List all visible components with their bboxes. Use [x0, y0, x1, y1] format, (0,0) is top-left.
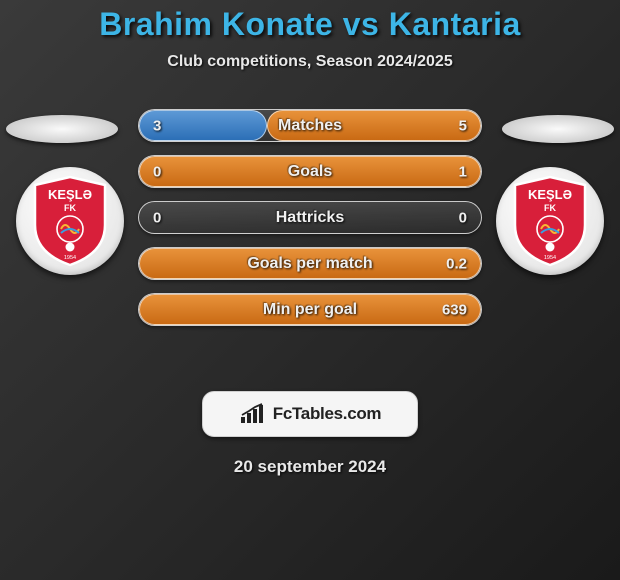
svg-text:FK: FK — [544, 203, 556, 213]
stat-label: Hattricks — [276, 209, 344, 227]
chart-icon — [239, 403, 267, 425]
player-right-avatar — [502, 115, 614, 143]
stat-bar: 0 0 Hattricks — [138, 201, 482, 234]
page-title: Brahim Konate vs Kantaria — [0, 6, 620, 43]
player-left-avatar — [6, 115, 118, 143]
stat-value-right: 639 — [442, 301, 467, 318]
subtitle: Club competitions, Season 2024/2025 — [0, 53, 620, 71]
comparison-stage: KEŞLƏ FK 1954 KEŞLƏ FK — [0, 109, 620, 369]
stat-value-left: 0 — [153, 209, 161, 226]
stat-bar: 0.2 Goals per match — [138, 247, 482, 280]
stat-label: Matches — [278, 117, 342, 135]
stat-bar: 639 Min per goal — [138, 293, 482, 326]
svg-text:KEŞLƏ: KEŞLƏ — [48, 187, 92, 202]
stat-value-left: 3 — [153, 117, 161, 134]
stat-value-right: 0.2 — [446, 255, 467, 272]
svg-text:FK: FK — [64, 203, 76, 213]
stat-value-right: 0 — [459, 209, 467, 226]
svg-text:KEŞLƏ: KEŞLƏ — [528, 187, 572, 202]
stat-label: Goals — [288, 163, 332, 181]
stat-value-left: 0 — [153, 163, 161, 180]
svg-text:1954: 1954 — [64, 255, 76, 261]
date-text: 20 september 2024 — [0, 457, 620, 477]
stat-value-right: 1 — [459, 163, 467, 180]
brand-badge[interactable]: FcTables.com — [202, 391, 418, 437]
club-badge-right: KEŞLƏ FK 1954 — [496, 167, 604, 275]
brand-text: FcTables.com — [273, 404, 382, 424]
stat-bars: 3 5 Matches 0 1 Goals 0 0 Hattricks 0.2 Goals per … — [138, 109, 482, 339]
club-crest-left: KEŞLƏ FK 1954 — [31, 175, 109, 267]
stat-bar: 3 5 Matches — [138, 109, 482, 142]
stat-value-right: 5 — [459, 117, 467, 134]
svg-text:1954: 1954 — [544, 255, 556, 261]
club-crest-right: KEŞLƏ FK 1954 — [511, 175, 589, 267]
stat-bar: 0 1 Goals — [138, 155, 482, 188]
club-badge-left: KEŞLƏ FK 1954 — [16, 167, 124, 275]
stat-label: Min per goal — [263, 301, 357, 319]
stat-label: Goals per match — [247, 255, 372, 273]
